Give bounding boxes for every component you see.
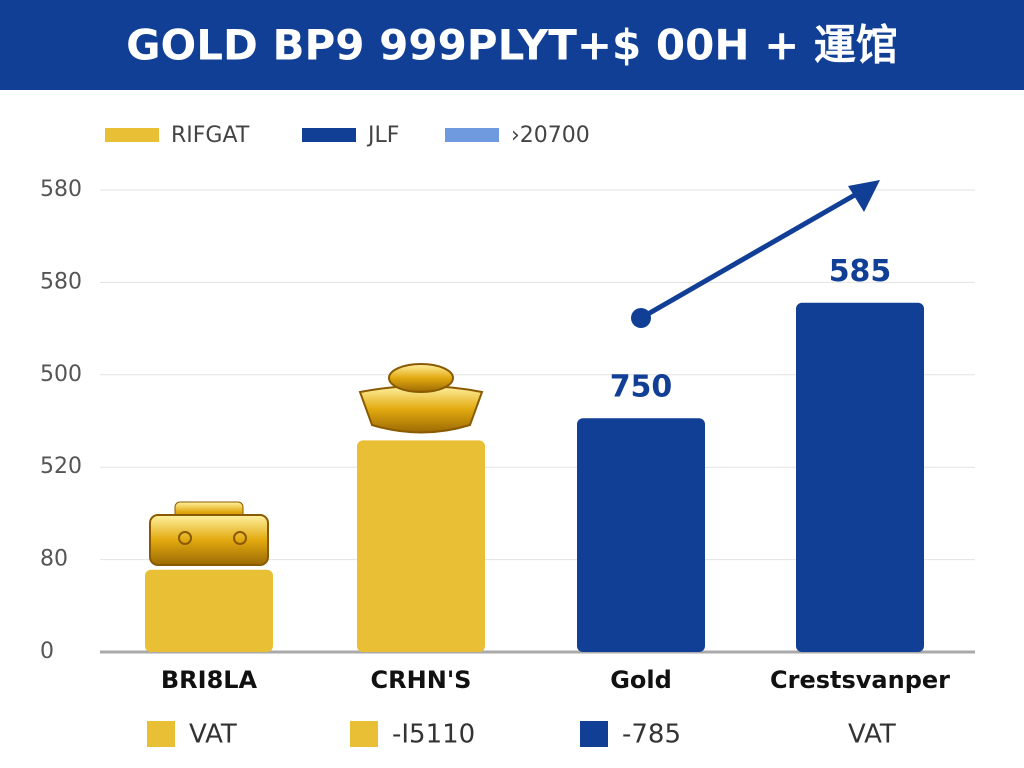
y-tick-label: 580: [40, 177, 82, 202]
y-tick-label: 580: [40, 269, 82, 294]
legend-label: -I5110: [392, 720, 475, 750]
trend-arrow: [631, 180, 880, 328]
x-tick-label: Gold: [610, 666, 672, 694]
legend-label: VAT: [848, 720, 896, 750]
bar: [577, 418, 705, 652]
x-tick-label: Crestsvanper: [770, 666, 950, 694]
legend-swatch: [445, 128, 499, 142]
legend-swatch: [580, 721, 608, 747]
gold-ingot-icon: [358, 363, 484, 434]
x-tick-label: CRHN'S: [371, 666, 472, 694]
legend-label: ›20700: [511, 123, 590, 148]
legend-swatch: [302, 128, 356, 142]
y-tick-label: 500: [40, 362, 82, 387]
data-label: 585: [829, 254, 892, 289]
legend-swatch: [147, 721, 175, 747]
y-tick-label: 0: [40, 639, 54, 664]
legend-label: VAT: [189, 720, 237, 750]
bar: [796, 302, 924, 652]
legend-label: JLF: [366, 123, 399, 148]
gold-bar-icon: [149, 501, 269, 566]
header-band: [0, 0, 1024, 90]
data-label: 750: [610, 370, 673, 405]
bar: [357, 440, 485, 652]
legend-label: -785: [622, 720, 681, 750]
x-tick-label: BRI8LA: [161, 666, 258, 694]
y-tick-label: 80: [40, 547, 68, 572]
plot: 0 80 520 500 580 580 BRI8LA CRHN'S Gold 750 Crests…: [40, 123, 975, 750]
chart-title: GOLD BP9 999PLYT+$ 00H + 運馆: [126, 21, 898, 70]
legend-swatch: [105, 128, 159, 142]
y-tick-label: 520: [40, 454, 82, 479]
legend-label: RIFGAT: [171, 123, 250, 148]
legend-swatch: [350, 721, 378, 747]
bar: [145, 569, 273, 652]
